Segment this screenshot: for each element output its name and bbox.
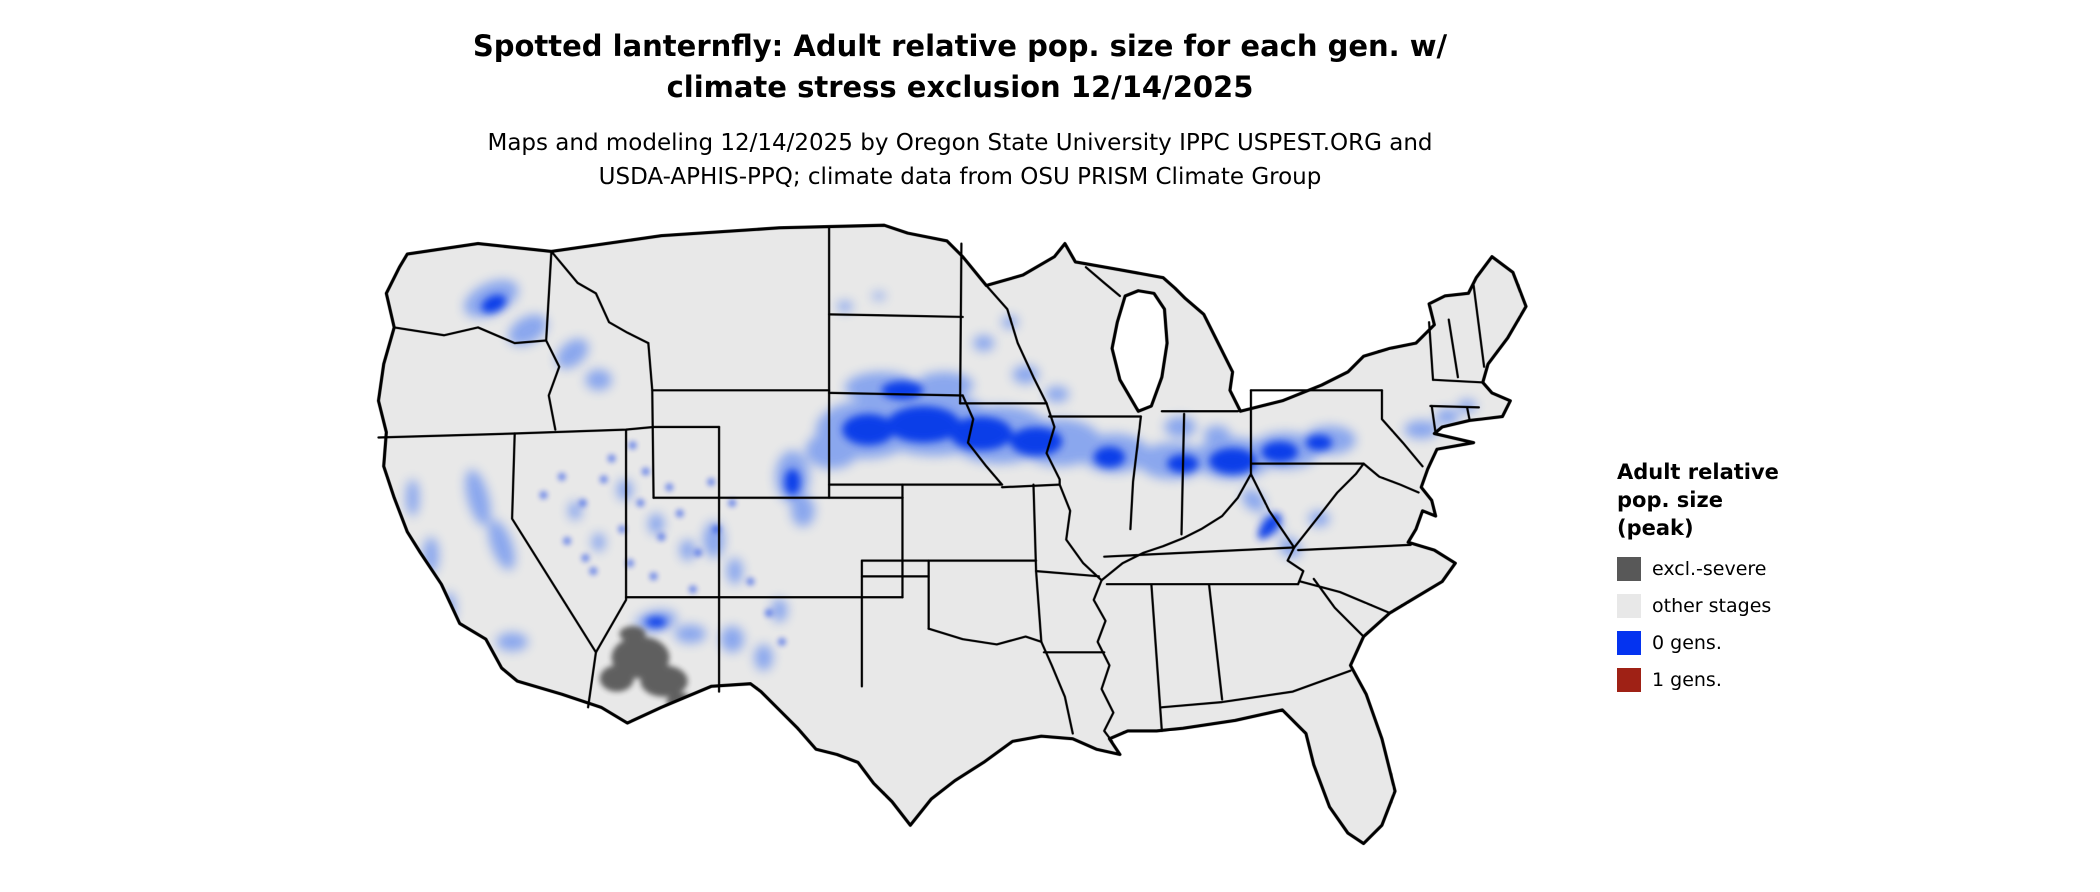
legend-swatch-excl-severe bbox=[1617, 556, 1641, 581]
legend-swatch-other-stages bbox=[1617, 593, 1641, 618]
state-borders bbox=[377, 225, 1486, 743]
land-fill bbox=[378, 225, 1527, 844]
legend-swatch-0-gens bbox=[1617, 630, 1641, 655]
map-subtitle: Maps and modeling 12/14/2025 by Oregon S… bbox=[0, 126, 1920, 194]
legend-swatch-1-gens bbox=[1617, 667, 1641, 692]
legend-label-0-gens: 0 gens. bbox=[1652, 631, 1722, 654]
us-map-svg bbox=[376, 223, 1528, 846]
page-title-line2: climate stress exclusion 12/14/2025 bbox=[666, 70, 1254, 104]
map-header: Spotted lanternfly: Adult relative pop. … bbox=[0, 26, 1920, 194]
us-lower48-map bbox=[318, 220, 1576, 875]
legend-item-other-stages: other stages bbox=[1617, 592, 1917, 619]
legend-items: excl.-severe other stages 0 gens. 1 gens… bbox=[1617, 555, 1917, 693]
legend-item-excl-severe: excl.-severe bbox=[1617, 555, 1917, 582]
subtitle-line1: Maps and modeling 12/14/2025 by Oregon S… bbox=[487, 130, 1433, 156]
legend-title-line3: (peak) bbox=[1617, 516, 1694, 540]
legend-label-excl-severe: excl.-severe bbox=[1652, 557, 1767, 580]
legend-label-1-gens: 1 gens. bbox=[1652, 668, 1722, 691]
legend-title-line1: Adult relative bbox=[1617, 460, 1779, 484]
population-raster-overlay bbox=[405, 246, 1477, 839]
legend-item-1-gens: 1 gens. bbox=[1617, 666, 1917, 693]
legend-item-0-gens: 0 gens. bbox=[1617, 629, 1917, 656]
map-legend: Adult relative pop. size (peak) excl.-se… bbox=[1617, 458, 1917, 703]
page-title-line1: Spotted lanternfly: Adult relative pop. … bbox=[472, 29, 1448, 63]
subtitle-line2: USDA-APHIS-PPQ; climate data from OSU PR… bbox=[598, 164, 1322, 190]
legend-title-line2: pop. size bbox=[1617, 488, 1723, 512]
legend-label-other-stages: other stages bbox=[1652, 594, 1772, 617]
